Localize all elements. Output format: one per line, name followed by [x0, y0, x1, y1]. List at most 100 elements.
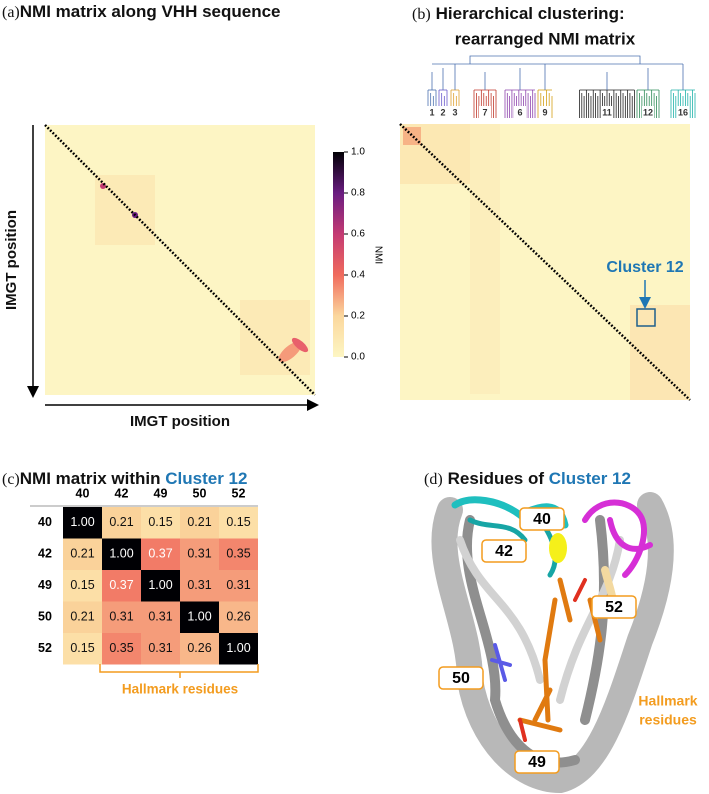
- residue-label-box: [514, 750, 560, 774]
- cluster-label-box: [437, 106, 449, 120]
- row-header: 50: [38, 610, 52, 624]
- table-cell: [141, 601, 180, 633]
- residue-label-box: [519, 507, 565, 531]
- cell-value: 0.21: [187, 515, 211, 529]
- panel-title: (c)NMI matrix within Cluster 12: [2, 469, 247, 488]
- cell-value: 0.26: [187, 641, 211, 655]
- cluster-label-box: [539, 106, 551, 120]
- table-cell: [219, 507, 258, 539]
- bracket-label: Hallmark residues: [122, 682, 238, 697]
- residue-label-box: [438, 666, 484, 690]
- cell-value: 0.35: [109, 641, 133, 655]
- bracket: [99, 664, 259, 678]
- x-axis-label: IMGT position: [130, 413, 230, 430]
- residue-label: 50: [452, 670, 470, 687]
- table-cell: [63, 601, 102, 633]
- heatmap-b: [399, 123, 691, 401]
- cell-value: 0.31: [226, 578, 250, 592]
- table-cell: [141, 633, 180, 665]
- cell-value: 1.00: [148, 578, 172, 592]
- dendrogram-branch: [432, 55, 683, 65]
- cell-value: 1.00: [70, 515, 94, 529]
- table-cell: [219, 601, 258, 633]
- table-cell: [141, 538, 180, 570]
- column-header: 50: [193, 486, 207, 500]
- table-cell: [102, 507, 141, 539]
- cluster-label-box: [426, 106, 438, 120]
- colorbar-tick-label: 0.2: [351, 311, 365, 322]
- colorbar-tick-label: 0.4: [351, 270, 365, 281]
- cluster-label: 3: [452, 107, 457, 117]
- cell-value: 1.00: [226, 641, 250, 655]
- residue-label-box: [481, 539, 527, 563]
- table-cell: [63, 570, 102, 602]
- table-cell: [102, 538, 141, 570]
- cluster-label-box: [677, 106, 689, 120]
- cluster-label-box: [601, 106, 613, 120]
- cell-value: 0.21: [70, 610, 94, 624]
- nmi-table: 40 42 49 50 52 40 1.00 0.21 0.15 0.21 0.15 42 0.21 1.…: [30, 486, 258, 665]
- row-header: 40: [38, 515, 52, 529]
- cell-value: 0.31: [187, 578, 211, 592]
- column-header: 40: [76, 486, 90, 500]
- cluster-label: 7: [482, 107, 487, 117]
- protein-structure: [431, 492, 674, 794]
- cluster-label-box: [449, 106, 461, 120]
- panel-title: (b) Hierarchical clustering:: [412, 4, 625, 23]
- cell-value: 0.31: [109, 610, 133, 624]
- table-cell: [180, 538, 219, 570]
- table-cell: [219, 633, 258, 665]
- residue-labels: 40 42 52 50 49: [438, 507, 637, 774]
- cell-value: 0.37: [109, 578, 133, 592]
- table-cell: [102, 601, 141, 633]
- table-cell: [219, 538, 258, 570]
- heatmap-a: [44, 124, 316, 396]
- colorbar-tick-label: 1.0: [351, 147, 365, 158]
- cluster-label-box: [642, 106, 654, 120]
- table-cell: [141, 507, 180, 539]
- cluster-label: 9: [542, 107, 547, 117]
- cell-value: 0.31: [148, 610, 172, 624]
- residue-label: 49: [528, 754, 546, 771]
- panel-title: (a)NMI matrix along VHH sequence: [2, 2, 281, 21]
- table-cell: [219, 570, 258, 602]
- cluster-label: 12: [643, 107, 653, 117]
- row-header: 42: [38, 547, 52, 561]
- cell-value: 0.31: [187, 547, 211, 561]
- table-cell: [102, 570, 141, 602]
- table-cell: [63, 507, 102, 539]
- cell-value: 1.00: [109, 547, 133, 561]
- dendrogram: 1 2 3 7 6 9 11 12 16: [426, 55, 696, 120]
- cluster-label: 16: [678, 107, 688, 117]
- cell-value: 0.21: [70, 547, 94, 561]
- cell-value: 0.15: [70, 578, 94, 592]
- table-cell: [63, 633, 102, 665]
- table-cell: [141, 570, 180, 602]
- annotation: residues: [639, 712, 697, 728]
- colorbar-tick-label: 0.6: [351, 229, 365, 240]
- table-cell: [180, 633, 219, 665]
- cell-value: 0.15: [148, 515, 172, 529]
- panel-title: (d) Residues of Cluster 12: [424, 469, 631, 488]
- cell-value: 0.26: [226, 610, 250, 624]
- annotation: Cluster 12: [606, 259, 683, 276]
- cell-value: 1.00: [187, 610, 211, 624]
- table-cell: [180, 601, 219, 633]
- panel-title: rearranged NMI matrix: [455, 29, 636, 48]
- table-cell: [63, 538, 102, 570]
- cell-value: 0.35: [226, 547, 250, 561]
- row-header: 52: [38, 641, 52, 655]
- cell-value: 0.31: [148, 641, 172, 655]
- cell-value: 0.21: [109, 515, 133, 529]
- row-header: 49: [38, 578, 52, 592]
- table-cell: [102, 633, 141, 665]
- cell-value: 0.15: [226, 515, 250, 529]
- cluster-label-box: [479, 106, 491, 120]
- cluster-label: 11: [602, 107, 612, 117]
- colorbar-tick-label: 0.0: [351, 352, 365, 363]
- residue-label: 52: [605, 599, 623, 616]
- residue-label-box: [591, 595, 637, 619]
- colorbar-label: NMI: [372, 246, 383, 264]
- column-header: 52: [232, 486, 246, 500]
